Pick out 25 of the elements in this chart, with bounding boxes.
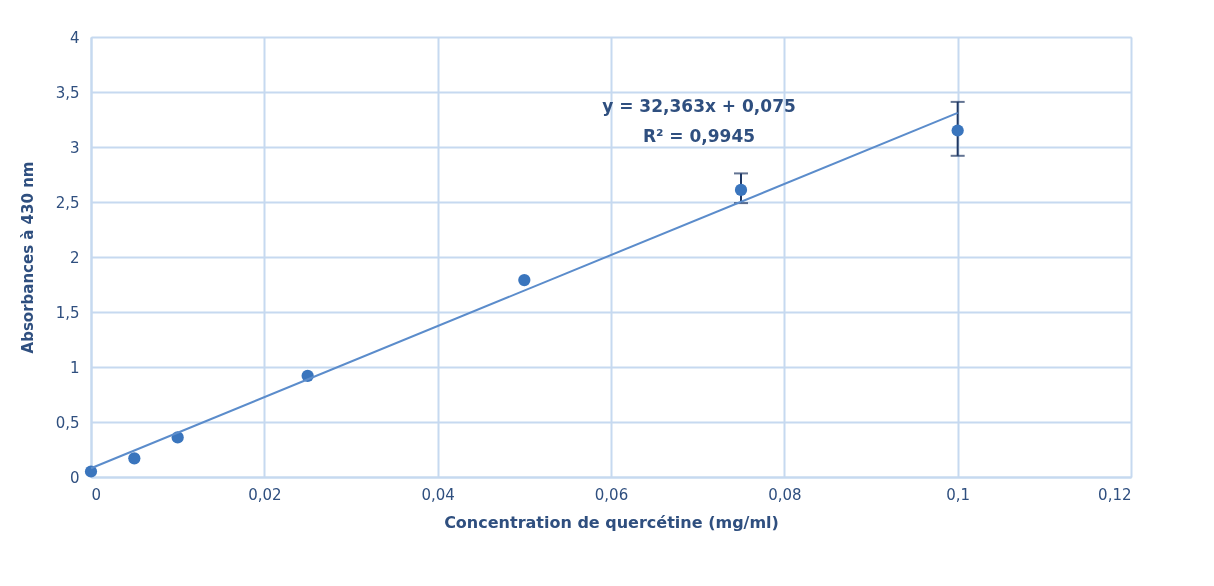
y-tick-label: 3: [69, 138, 80, 157]
y-tick-label: 0: [69, 468, 80, 487]
x-tick-label: 0,08: [768, 485, 802, 504]
x-tick-label: 0,04: [421, 485, 455, 504]
y-axis-title: Absorbances à 430 nm: [18, 161, 37, 354]
point: [951, 124, 964, 137]
y-tick-label: 4: [69, 28, 80, 47]
y-tick-label: 1,5: [55, 303, 80, 322]
x-axis-title: Concentration de quercétine (mg/ml): [444, 512, 779, 532]
x-tick-label: 0,06: [594, 485, 629, 504]
x-tick-label: 0,1: [946, 485, 971, 504]
point: [734, 183, 748, 197]
y-tick-label: 0,5: [55, 413, 80, 432]
annotation: R² = 0,9945: [642, 126, 756, 146]
x-tick-label: 0,12: [1098, 485, 1132, 504]
annotation: y = 32,363x + 0,075: [602, 96, 796, 116]
y-tick-label: 1: [69, 358, 80, 377]
x-tick-label: 0: [91, 485, 102, 504]
x-tick-label: 0,02: [248, 485, 282, 504]
y-tick-label: 2: [69, 248, 80, 267]
y-tick-label: 2,5: [55, 193, 80, 212]
point: [518, 273, 531, 287]
y-tick-label: 3,5: [55, 83, 80, 102]
point: [128, 452, 141, 465]
point: [84, 465, 98, 478]
